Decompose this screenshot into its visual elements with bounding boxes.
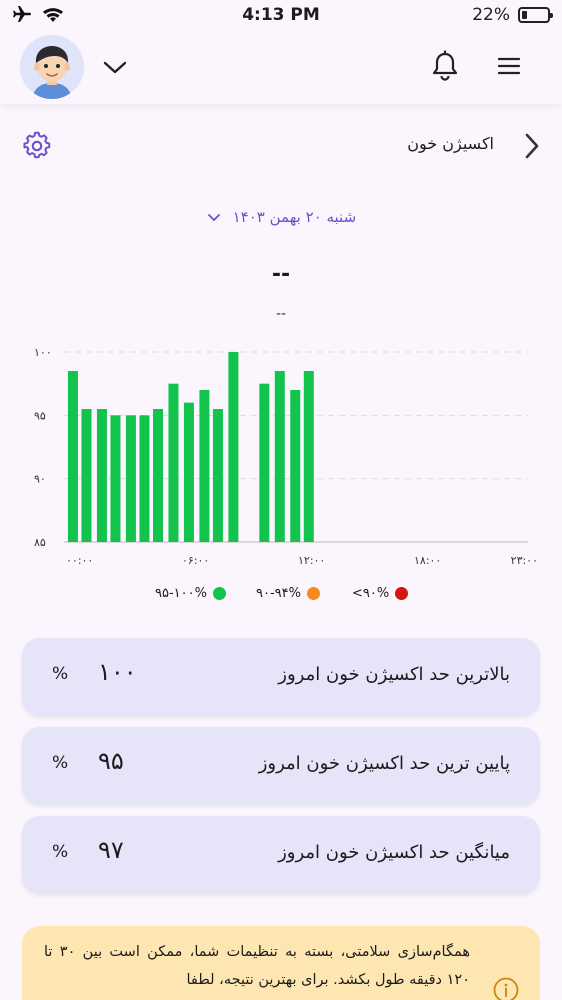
x-tick-label: ۱۸:۰۰ [414,554,441,567]
sync-notice-text: همگام‌سازی سلامتی، بسته به تنظیمات شما، … [44,944,470,988]
x-tick-label: ۱۲:۰۰ [298,554,325,567]
stat-unit: % [52,842,69,862]
data-bar[interactable] [96,409,107,542]
data-bar[interactable] [168,383,179,542]
data-bar[interactable] [110,415,121,542]
chevron-down-icon [103,61,127,74]
data-bar[interactable] [125,415,136,542]
data-bar[interactable] [274,371,285,542]
sync-notice: همگام‌سازی سلامتی، بسته به تنظیمات شما، … [22,926,540,1000]
status-bar: 4:13 PM 22% [0,0,562,32]
status-icons-right: 22% [472,5,553,25]
avatar[interactable] [20,35,84,99]
chevron-down-icon [207,213,220,221]
legend-item-low: <۹۰% [352,586,409,601]
legend-dot [395,587,409,600]
stat-unit: % [52,753,69,773]
battery-percent: 22% [472,5,510,25]
stat-value: ۹۷ [98,836,124,864]
stat-value: ۹۵ [98,747,124,775]
x-tick-label: ۰۰:۰۰ [66,554,93,567]
x-tick-label: ۰۶:۰۰ [182,554,209,567]
boy-avatar-icon [20,35,84,99]
legend-dot [212,587,226,600]
account-dropdown-button[interactable] [100,52,130,86]
current-value: -- [271,262,291,287]
airplane-icon [13,6,31,22]
back-button[interactable] [520,131,544,165]
wifi-icon [43,7,63,22]
page-header: اکسیژن خون [0,125,562,165]
y-tick-label: ۹۰ [34,473,46,486]
settings-button[interactable] [22,131,52,165]
legend-item-mid: ۹۰-۹۴% [256,586,320,601]
oxygen-bar-chart: ۱۰۰ ۹۵ ۹۰ ۸۵ ۰۰:۰۰ ۰۶:۰۰ ۱۲:۰۰ ۱۸:۰۰ ۲۳:۰۰ [34,346,538,567]
legend-label: ۹۵-۱۰۰% [155,586,207,601]
status-icons-left [12,5,64,23]
stat-card-average: میانگین حد اکسیژن خون امروز ۹۷ % [22,816,540,894]
legend-item-high: ۹۵-۱۰۰% [155,586,226,601]
data-bar[interactable] [199,390,210,542]
legend-label: ۹۰-۹۴% [256,586,301,601]
bell-icon [432,50,458,81]
chevron-right-icon [525,133,539,159]
data-bar[interactable] [81,409,92,542]
stat-unit: % [52,664,69,684]
data-bar[interactable] [139,415,150,542]
data-bar[interactable] [183,402,194,542]
data-bar[interactable] [259,383,270,542]
stat-label: بالاترین حد اکسیژن خون امروز [278,664,510,685]
data-bar[interactable] [303,371,314,542]
stat-label: میانگین حد اکسیژن خون امروز [278,842,510,863]
battery-icon [518,7,553,23]
data-bar[interactable] [228,352,239,542]
chart-legend: ۹۵-۱۰۰% ۹۰-۹۴% <۹۰% [0,586,562,606]
legend-dot [306,587,320,600]
data-bar[interactable] [290,390,301,542]
current-value-subtitle: -- [275,306,287,322]
stat-card-max: بالاترین حد اکسیژن خون امروز ۱۰۰ % [22,638,540,716]
date-label: شنبه ۲۰ بهمن ۱۴۰۳ [232,208,357,226]
y-tick-label: ۹۵ [34,409,46,422]
date-selector[interactable]: شنبه ۲۰ بهمن ۱۴۰۳ [0,208,562,226]
data-bar[interactable] [67,371,78,542]
status-time: 4:13 PM [242,5,320,25]
gear-icon [23,131,51,159]
legend-label: <۹۰% [352,586,390,601]
notifications-button[interactable] [430,50,460,86]
chart-y-axis: ۱۰۰ ۹۵ ۹۰ ۸۵ [34,346,52,549]
main-menu-button[interactable] [496,54,522,82]
x-tick-label: ۲۳:۰۰ [511,554,538,567]
battery-level [522,11,528,19]
y-tick-label: ۸۵ [34,536,46,549]
top-app-bar [0,32,562,104]
stat-value: ۱۰۰ [98,658,137,686]
chart-bars [67,352,314,542]
chart-x-axis: ۰۰:۰۰ ۰۶:۰۰ ۱۲:۰۰ ۱۸:۰۰ ۲۳:۰۰ [66,554,538,567]
y-tick-label: ۱۰۰ [34,346,52,359]
hamburger-menu-icon [497,57,521,75]
data-bar[interactable] [212,409,223,542]
data-bar[interactable] [153,409,163,542]
page-title: اکسیژن خون [407,134,494,153]
info-icon[interactable] [492,976,520,1000]
stat-card-min: پایین ترین حد اکسیژن خون امروز ۹۵ % [22,727,540,805]
stat-label: پایین ترین حد اکسیژن خون امروز [258,753,510,774]
